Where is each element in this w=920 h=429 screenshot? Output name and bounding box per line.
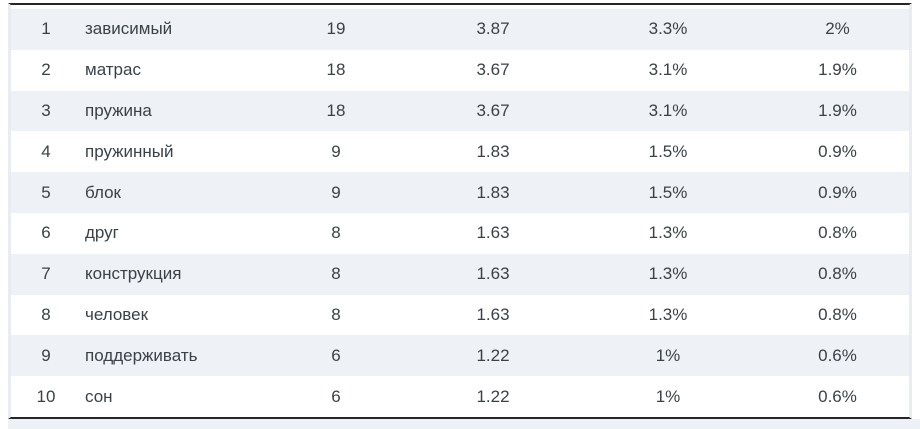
cell-rank: 8 [11, 294, 81, 336]
cell-score: 1.22 [416, 376, 570, 417]
cell-word: пружинный [81, 131, 256, 173]
cell-percent-2: 2% [766, 9, 909, 50]
cell-score: 3.67 [416, 90, 570, 132]
cell-percent-1: 3.1% [570, 49, 766, 91]
cell-count: 8 [256, 253, 416, 295]
cell-percent-2: 1.9% [766, 90, 909, 132]
cell-word: сон [81, 376, 256, 417]
cell-rank: 9 [11, 335, 81, 377]
cell-count: 18 [256, 90, 416, 132]
table-row: 6 друг 8 1.63 1.3% 0.8% [11, 212, 909, 254]
cell-count: 18 [256, 49, 416, 91]
cell-count: 9 [256, 172, 416, 213]
cell-word: конструкция [81, 253, 256, 295]
cell-percent-2: 0.9% [766, 172, 909, 213]
cell-score: 1.83 [416, 131, 570, 173]
table-row: 1 зависимый 19 3.87 3.3% 2% [11, 9, 909, 50]
table-row: 5 блок 9 1.83 1.5% 0.9% [11, 172, 909, 213]
cell-word: человек [81, 294, 256, 336]
cell-count: 9 [256, 131, 416, 173]
cell-percent-1: 1% [570, 335, 766, 377]
cell-word: зависимый [81, 9, 256, 50]
table-row: 10 сон 6 1.22 1% 0.6% [11, 376, 909, 417]
cell-count: 8 [256, 212, 416, 254]
cell-word: друг [81, 212, 256, 254]
cell-rank: 2 [11, 49, 81, 91]
cell-score: 1.63 [416, 212, 570, 254]
cell-rank: 5 [11, 172, 81, 213]
cell-score: 3.67 [416, 49, 570, 91]
cell-percent-2: 0.8% [766, 294, 909, 336]
table-row: 9 поддерживать 6 1.22 1% 0.6% [11, 335, 909, 377]
cell-rank: 1 [11, 9, 81, 50]
table-row: 3 пружина 18 3.67 3.1% 1.9% [11, 90, 909, 132]
table-row: 8 человек 8 1.63 1.3% 0.8% [11, 294, 909, 336]
cell-count: 6 [256, 335, 416, 377]
cell-percent-2: 0.6% [766, 376, 909, 417]
word-frequency-panel: 1 зависимый 19 3.87 3.3% 2% 2 матрас 18 … [8, 3, 912, 419]
word-frequency-table-body: 1 зависимый 19 3.87 3.3% 2% 2 матрас 18 … [11, 9, 909, 417]
next-section-edge [8, 418, 920, 429]
cell-percent-1: 3.3% [570, 9, 766, 50]
cell-percent-2: 0.9% [766, 131, 909, 173]
cell-word: блок [81, 172, 256, 213]
cell-percent-1: 1.5% [570, 131, 766, 173]
cell-word: поддерживать [81, 335, 256, 377]
cell-score: 1.63 [416, 294, 570, 336]
cell-percent-1: 3.1% [570, 90, 766, 132]
cell-score: 1.22 [416, 335, 570, 377]
cell-count: 19 [256, 9, 416, 50]
cell-percent-2: 0.8% [766, 212, 909, 254]
cell-rank: 3 [11, 90, 81, 132]
cell-count: 8 [256, 294, 416, 336]
cell-score: 1.83 [416, 172, 570, 213]
table-row: 2 матрас 18 3.67 3.1% 1.9% [11, 49, 909, 91]
cell-score: 1.63 [416, 253, 570, 295]
cell-count: 6 [256, 376, 416, 417]
cell-word: матрас [81, 49, 256, 91]
cell-percent-2: 0.6% [766, 335, 909, 377]
word-frequency-table: 1 зависимый 19 3.87 3.3% 2% 2 матрас 18 … [11, 9, 909, 417]
cell-rank: 10 [11, 376, 81, 417]
cell-rank: 4 [11, 131, 81, 173]
cell-percent-1: 1.3% [570, 253, 766, 295]
cell-percent-1: 1.3% [570, 294, 766, 336]
table-row: 4 пружинный 9 1.83 1.5% 0.9% [11, 131, 909, 173]
table-row: 7 конструкция 8 1.63 1.3% 0.8% [11, 253, 909, 295]
cell-percent-2: 0.8% [766, 253, 909, 295]
cell-score: 3.87 [416, 9, 570, 50]
cell-percent-1: 1.3% [570, 212, 766, 254]
cell-rank: 7 [11, 253, 81, 295]
cell-rank: 6 [11, 212, 81, 254]
cell-percent-1: 1.5% [570, 172, 766, 213]
cell-percent-1: 1% [570, 376, 766, 417]
cell-word: пружина [81, 90, 256, 132]
cell-percent-2: 1.9% [766, 49, 909, 91]
